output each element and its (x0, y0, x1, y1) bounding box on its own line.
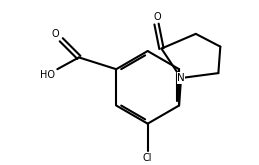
Text: O: O (154, 12, 161, 22)
Text: Cl: Cl (143, 153, 152, 163)
Text: HO: HO (40, 70, 55, 80)
Text: O: O (52, 29, 59, 39)
Text: N: N (177, 73, 185, 83)
